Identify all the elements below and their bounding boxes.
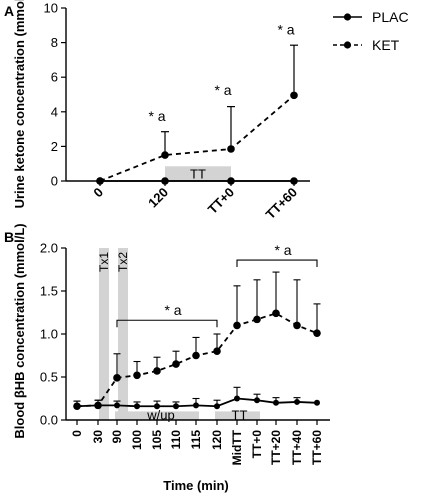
panel-a-y-tick-label: 0 xyxy=(51,174,58,189)
panel-a-x-tick-label: TT+60 xyxy=(263,185,300,222)
panel-b-x-tick-label: TT+0 xyxy=(250,430,264,459)
panel-b-y-tick-label: 0.0 xyxy=(40,413,58,428)
panel-b-x-axis-label: Time (min) xyxy=(163,478,229,493)
panel-b-point-ket xyxy=(192,351,200,360)
legend-marker-plac xyxy=(343,13,352,21)
legend-item-plac: PLAC xyxy=(333,9,409,25)
panel-b-x-tick-label: MidTT xyxy=(230,429,244,465)
panel-b-x-tick-label: 0 xyxy=(70,430,84,437)
panel-b-point-ket xyxy=(253,315,261,324)
panel-a-y-tick-label: 4 xyxy=(51,104,58,119)
panel-b-point-ket xyxy=(113,374,121,382)
panel-b-y-tick-label: 0.5 xyxy=(40,370,58,385)
panel-b-significance-label: * a xyxy=(164,302,181,318)
panel-b-point-plac xyxy=(173,403,179,410)
panel-a-point-plac xyxy=(227,177,235,185)
panel-b-chart: Blood βHB concentration (mmol/L) Time (m… xyxy=(12,223,330,493)
panel-b-point-ket xyxy=(153,367,161,375)
panel-b-point-ket xyxy=(94,401,102,410)
panel-a-point-ket xyxy=(290,91,298,100)
panel-b-x-tick-label: 115 xyxy=(189,430,203,450)
panel-a-x-tick-label: TT+0 xyxy=(205,185,237,217)
panel-b-x-tick-label: 30 xyxy=(91,430,105,444)
panel-letter-a: A xyxy=(4,3,14,19)
panel-b-x-tick-label: 110 xyxy=(169,430,183,450)
panel-a-point-ket xyxy=(227,145,235,153)
panel-b-point-plac xyxy=(114,402,120,409)
panel-b-shade-tx2 xyxy=(118,248,128,420)
panel-b-y-tick-label: 1.5 xyxy=(40,284,58,299)
panel-a-y-axis-label: Urine ketone concentration (mmol/L) xyxy=(12,0,27,208)
panel-b-x-tick-label: 90 xyxy=(110,430,124,444)
panel-a-significance-label: * a xyxy=(148,108,165,124)
panel-a-shade-label-tt: TT xyxy=(190,166,206,181)
panel-a-chart: Urine ketone concentration (mmol/L) TT 0 2… xyxy=(12,0,310,222)
panel-b-point-ket xyxy=(133,371,141,380)
panel-b-y-tick-label: 1.0 xyxy=(40,327,58,342)
panel-b-point-ket xyxy=(272,309,280,318)
panel-a-significance-label: * a xyxy=(214,82,231,98)
panel-a-point-ket xyxy=(96,177,104,185)
panel-b-point-plac xyxy=(193,402,199,409)
panel-a-y-tick-label: 10 xyxy=(44,1,58,16)
panel-b-point-plac xyxy=(254,397,260,404)
panel-b-point-plac xyxy=(234,395,240,402)
panel-b-shade-label-tx2: Tx2 xyxy=(116,252,130,272)
panel-b-point-ket xyxy=(73,402,81,411)
legend-label-plac: PLAC xyxy=(372,9,409,25)
panel-b-point-plac xyxy=(134,403,140,410)
panel-b-series-line-ket xyxy=(76,312,318,408)
panel-b-shade-wup xyxy=(115,411,199,420)
panel-b-point-ket xyxy=(172,360,180,368)
panel-b-shade-label-tx1: Tx1 xyxy=(97,252,111,272)
panel-b-point-ket xyxy=(313,329,321,337)
panel-b-point-plac xyxy=(154,403,160,410)
panel-a-point-plac xyxy=(290,177,298,185)
panel-b-significance-bracket xyxy=(116,319,218,328)
panel-b-x-tick-label: TT+20 xyxy=(269,430,283,465)
panel-b-shade-tt xyxy=(215,411,260,420)
panel-b-shade-label-tt: TT xyxy=(232,408,248,423)
panel-a-x-tick-label: 120 xyxy=(145,185,171,211)
panel-a-point-ket xyxy=(161,151,169,159)
panel-b-point-plac xyxy=(314,399,320,406)
panel-b-x-tick-label: 105 xyxy=(150,430,164,450)
panel-a-significance-label: * a xyxy=(277,21,294,37)
panel-b-x-tick-label: TT+40 xyxy=(290,430,304,465)
panel-a-point-plac xyxy=(161,177,169,185)
panel-letter-b: B xyxy=(4,229,14,245)
panel-a-y-tick-label: 8 xyxy=(51,35,58,50)
panel-b-x-tick-label: TT+60 xyxy=(310,430,324,465)
panel-b-point-ket xyxy=(213,347,221,356)
panel-a-y-tick-label: 6 xyxy=(51,70,58,85)
panel-b-x-tick-label: 100 xyxy=(130,430,144,450)
panel-b-shade-label-wup: w/up xyxy=(146,408,174,423)
legend-marker-ket xyxy=(343,41,352,49)
panel-a-x-tick-label: 0 xyxy=(90,185,106,201)
panel-b-significance-bracket xyxy=(236,259,318,268)
legend-item-ket: KET xyxy=(333,37,400,53)
panel-b-point-plac xyxy=(294,398,300,405)
panel-a-shade-tt xyxy=(165,166,231,181)
panel-b-point-plac xyxy=(273,399,279,406)
panel-b-shade-tx1 xyxy=(99,248,109,420)
panel-b-y-axis-label: Blood βHB concentration (mmol/L) xyxy=(12,223,27,438)
panel-a-series-line-ket xyxy=(99,94,295,182)
legend: PLAC KET xyxy=(333,9,409,53)
panel-b-point-ket xyxy=(233,321,241,330)
legend-label-ket: KET xyxy=(372,37,400,53)
panel-b-x-tick-label: 120 xyxy=(210,430,224,450)
panel-b-y-tick-label: 2.0 xyxy=(40,241,58,256)
panel-b-significance-label: * a xyxy=(274,242,291,258)
panel-a-y-tick-label: 2 xyxy=(51,139,58,154)
panel-b-point-ket xyxy=(293,321,301,330)
panel-b-point-plac xyxy=(214,403,220,410)
